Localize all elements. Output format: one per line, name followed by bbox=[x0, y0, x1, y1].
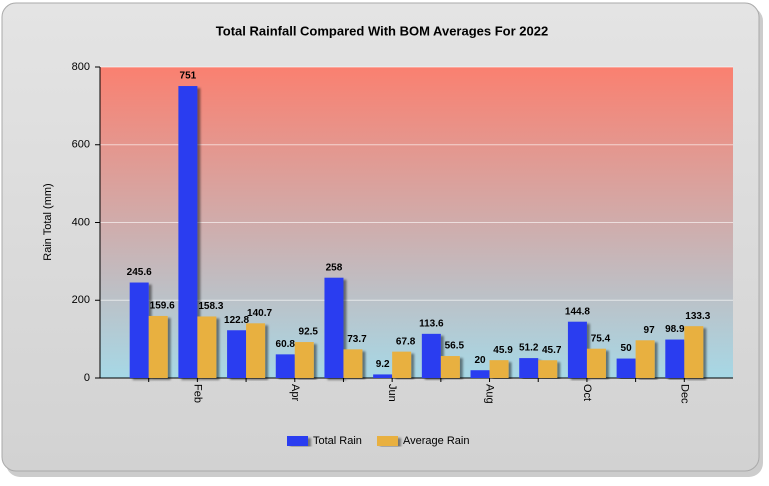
x-tick-label: Feb bbox=[191, 384, 203, 403]
bar bbox=[616, 358, 636, 378]
x-tick-label: Oct bbox=[581, 384, 593, 401]
value-label: 45.9 bbox=[493, 345, 513, 356]
bar bbox=[148, 315, 168, 378]
y-tick-label: 600 bbox=[72, 139, 90, 151]
y-tick-label: 800 bbox=[72, 61, 90, 73]
bar bbox=[440, 356, 460, 378]
value-label: 113.6 bbox=[419, 318, 444, 329]
x-tick-label: Dec bbox=[678, 384, 690, 404]
value-label: 20 bbox=[474, 355, 486, 366]
value-label: 159.6 bbox=[150, 301, 175, 312]
value-label: 258 bbox=[326, 262, 343, 273]
y-tick-label: 0 bbox=[84, 372, 90, 384]
bar bbox=[567, 321, 587, 378]
chart-title: Total Rainfall Compared With BOM Average… bbox=[216, 23, 548, 38]
x-tick-label: Aug bbox=[484, 384, 496, 404]
value-label: 73.7 bbox=[347, 334, 367, 345]
value-label: 97 bbox=[644, 325, 656, 336]
y-tick-label: 200 bbox=[72, 294, 90, 306]
bar bbox=[635, 340, 655, 378]
bar bbox=[324, 277, 344, 378]
legend-swatch bbox=[287, 436, 308, 446]
bar bbox=[519, 358, 539, 378]
value-label: 50 bbox=[621, 343, 633, 354]
x-tick-label: Jun bbox=[386, 384, 398, 402]
bar bbox=[129, 282, 149, 378]
value-label: 245.6 bbox=[127, 267, 152, 278]
bar bbox=[373, 374, 393, 378]
value-label: 75.4 bbox=[591, 333, 611, 344]
value-label: 144.8 bbox=[565, 306, 590, 317]
value-label: 122.8 bbox=[224, 315, 249, 326]
value-label: 56.5 bbox=[445, 341, 465, 352]
x-tick-label: Apr bbox=[289, 384, 301, 401]
bar bbox=[538, 360, 558, 378]
value-label: 9.2 bbox=[376, 359, 390, 370]
bar bbox=[197, 316, 217, 378]
bar bbox=[489, 360, 509, 378]
value-label: 158.3 bbox=[198, 301, 223, 312]
legend-swatch bbox=[377, 436, 398, 446]
value-label: 60.8 bbox=[276, 339, 296, 350]
bar bbox=[343, 349, 363, 378]
bar bbox=[392, 351, 412, 378]
bar bbox=[227, 330, 247, 378]
value-label: 98.9 bbox=[665, 324, 685, 335]
bar bbox=[275, 354, 295, 378]
value-label: 751 bbox=[180, 71, 197, 82]
y-axis-title: Rain Total (mm) bbox=[42, 183, 54, 260]
bar bbox=[178, 86, 198, 378]
value-label: 133.3 bbox=[685, 311, 710, 322]
legend-label: Average Rain bbox=[403, 435, 469, 447]
bar bbox=[294, 342, 314, 378]
value-label: 45.7 bbox=[542, 345, 562, 356]
value-label: 92.5 bbox=[299, 327, 319, 338]
value-label: 140.7 bbox=[247, 308, 272, 319]
bar bbox=[665, 339, 685, 378]
bar bbox=[470, 370, 490, 378]
bar bbox=[684, 326, 704, 378]
bar bbox=[246, 323, 266, 378]
bar bbox=[421, 333, 441, 378]
value-label: 67.8 bbox=[396, 336, 416, 347]
value-label: 51.2 bbox=[519, 343, 539, 354]
y-tick-label: 400 bbox=[72, 216, 90, 228]
bar bbox=[586, 348, 606, 378]
legend-label: Total Rain bbox=[313, 435, 362, 447]
